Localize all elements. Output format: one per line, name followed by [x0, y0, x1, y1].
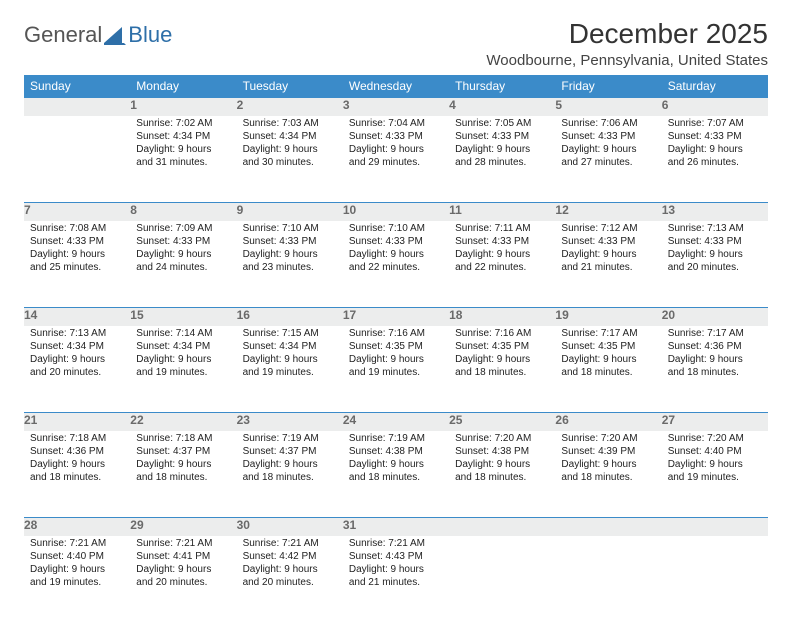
- day-number: 16: [237, 308, 343, 327]
- day-cell: Sunrise: 7:19 AMSunset: 4:38 PMDaylight:…: [343, 431, 449, 518]
- day-cell: Sunrise: 7:05 AMSunset: 4:33 PMDaylight:…: [449, 116, 555, 203]
- header: General Blue December 2025 Woodbourne, P…: [24, 18, 768, 69]
- day-cell: Sunrise: 7:09 AMSunset: 4:33 PMDaylight:…: [130, 221, 236, 308]
- day-number: 29: [130, 518, 236, 537]
- day-cell: Sunrise: 7:11 AMSunset: 4:33 PMDaylight:…: [449, 221, 555, 308]
- day-number: 4: [449, 98, 555, 117]
- day-number: 31: [343, 518, 449, 537]
- day-header: Monday: [130, 75, 236, 98]
- day-cell: Sunrise: 7:10 AMSunset: 4:33 PMDaylight:…: [237, 221, 343, 308]
- day-number: [662, 518, 768, 537]
- day-number: 21: [24, 413, 130, 432]
- logo-text-general: General: [24, 22, 102, 48]
- day-cell: Sunrise: 7:13 AMSunset: 4:33 PMDaylight:…: [662, 221, 768, 308]
- day-cell: Sunrise: 7:17 AMSunset: 4:35 PMDaylight:…: [555, 326, 661, 413]
- sail-icon: [104, 25, 126, 45]
- day-number: 22: [130, 413, 236, 432]
- day-number: 9: [237, 203, 343, 222]
- day-cell: Sunrise: 7:15 AMSunset: 4:34 PMDaylight:…: [237, 326, 343, 413]
- day-number: [555, 518, 661, 537]
- day-number: [24, 98, 130, 117]
- day-number: 19: [555, 308, 661, 327]
- day-cell: Sunrise: 7:14 AMSunset: 4:34 PMDaylight:…: [130, 326, 236, 413]
- day-number: 11: [449, 203, 555, 222]
- day-number: 12: [555, 203, 661, 222]
- day-cell: Sunrise: 7:20 AMSunset: 4:38 PMDaylight:…: [449, 431, 555, 518]
- day-number: 10: [343, 203, 449, 222]
- day-cell: Sunrise: 7:16 AMSunset: 4:35 PMDaylight:…: [343, 326, 449, 413]
- day-number: 28: [24, 518, 130, 537]
- day-cell: Sunrise: 7:21 AMSunset: 4:43 PMDaylight:…: [343, 536, 449, 622]
- logo: General Blue: [24, 22, 172, 48]
- day-cell: Sunrise: 7:08 AMSunset: 4:33 PMDaylight:…: [24, 221, 130, 308]
- calendar-table: SundayMondayTuesdayWednesdayThursdayFrid…: [24, 75, 768, 622]
- day-cell: Sunrise: 7:18 AMSunset: 4:37 PMDaylight:…: [130, 431, 236, 518]
- day-number: 8: [130, 203, 236, 222]
- day-header: Saturday: [662, 75, 768, 98]
- day-cell: [24, 116, 130, 203]
- day-cell: Sunrise: 7:21 AMSunset: 4:41 PMDaylight:…: [130, 536, 236, 622]
- page-title: December 2025: [486, 18, 768, 50]
- day-cell: Sunrise: 7:20 AMSunset: 4:40 PMDaylight:…: [662, 431, 768, 518]
- day-cell: Sunrise: 7:12 AMSunset: 4:33 PMDaylight:…: [555, 221, 661, 308]
- day-number: 24: [343, 413, 449, 432]
- day-number: 1: [130, 98, 236, 117]
- day-cell: Sunrise: 7:06 AMSunset: 4:33 PMDaylight:…: [555, 116, 661, 203]
- logo-text-blue: Blue: [128, 22, 172, 48]
- day-cell: Sunrise: 7:21 AMSunset: 4:40 PMDaylight:…: [24, 536, 130, 622]
- day-number: 5: [555, 98, 661, 117]
- day-number: 17: [343, 308, 449, 327]
- day-cell: Sunrise: 7:02 AMSunset: 4:34 PMDaylight:…: [130, 116, 236, 203]
- day-cell: Sunrise: 7:04 AMSunset: 4:33 PMDaylight:…: [343, 116, 449, 203]
- day-number: 27: [662, 413, 768, 432]
- day-cell: Sunrise: 7:07 AMSunset: 4:33 PMDaylight:…: [662, 116, 768, 203]
- day-number: 7: [24, 203, 130, 222]
- day-number: 18: [449, 308, 555, 327]
- day-cell: Sunrise: 7:20 AMSunset: 4:39 PMDaylight:…: [555, 431, 661, 518]
- day-number: 30: [237, 518, 343, 537]
- day-number: 2: [237, 98, 343, 117]
- day-header: Thursday: [449, 75, 555, 98]
- day-number: 20: [662, 308, 768, 327]
- day-cell: Sunrise: 7:17 AMSunset: 4:36 PMDaylight:…: [662, 326, 768, 413]
- day-header: Friday: [555, 75, 661, 98]
- day-cell: Sunrise: 7:21 AMSunset: 4:42 PMDaylight:…: [237, 536, 343, 622]
- day-cell: Sunrise: 7:03 AMSunset: 4:34 PMDaylight:…: [237, 116, 343, 203]
- day-cell: [555, 536, 661, 622]
- day-cell: Sunrise: 7:16 AMSunset: 4:35 PMDaylight:…: [449, 326, 555, 413]
- day-cell: Sunrise: 7:18 AMSunset: 4:36 PMDaylight:…: [24, 431, 130, 518]
- day-number: 3: [343, 98, 449, 117]
- day-number: 15: [130, 308, 236, 327]
- day-number: 23: [237, 413, 343, 432]
- day-cell: [662, 536, 768, 622]
- day-cell: [449, 536, 555, 622]
- day-number: [449, 518, 555, 537]
- day-number: 6: [662, 98, 768, 117]
- day-number: 26: [555, 413, 661, 432]
- day-cell: Sunrise: 7:19 AMSunset: 4:37 PMDaylight:…: [237, 431, 343, 518]
- location: Woodbourne, Pennsylvania, United States: [486, 52, 768, 69]
- day-number: 13: [662, 203, 768, 222]
- day-cell: Sunrise: 7:13 AMSunset: 4:34 PMDaylight:…: [24, 326, 130, 413]
- day-number: 25: [449, 413, 555, 432]
- day-header: Wednesday: [343, 75, 449, 98]
- day-header: Sunday: [24, 75, 130, 98]
- day-cell: Sunrise: 7:10 AMSunset: 4:33 PMDaylight:…: [343, 221, 449, 308]
- day-number: 14: [24, 308, 130, 327]
- day-header: Tuesday: [237, 75, 343, 98]
